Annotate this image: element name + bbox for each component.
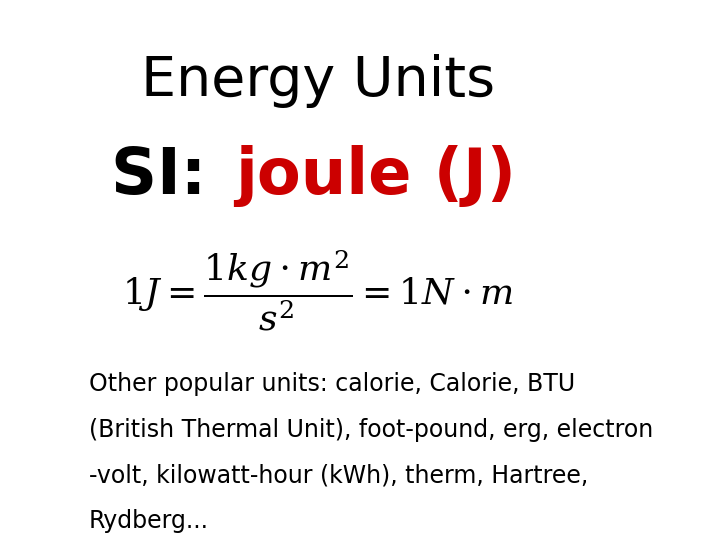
- Text: Energy Units: Energy Units: [140, 54, 495, 108]
- Text: Other popular units: calorie, Calorie, BTU: Other popular units: calorie, Calorie, B…: [89, 372, 575, 396]
- Text: joule (J): joule (J): [235, 145, 516, 207]
- Text: -volt, kilowatt-hour (kWh), therm, Hartree,: -volt, kilowatt-hour (kWh), therm, Hartr…: [89, 463, 588, 488]
- Text: (British Thermal Unit), foot-pound, erg, electron: (British Thermal Unit), foot-pound, erg,…: [89, 417, 653, 442]
- Text: SI:: SI:: [112, 145, 229, 207]
- Text: $1J = \dfrac{1kg \cdot m^2}{s^2} = 1N \cdot m$: $1J = \dfrac{1kg \cdot m^2}{s^2} = 1N \c…: [122, 248, 513, 333]
- Text: Rydberg...: Rydberg...: [89, 509, 209, 533]
